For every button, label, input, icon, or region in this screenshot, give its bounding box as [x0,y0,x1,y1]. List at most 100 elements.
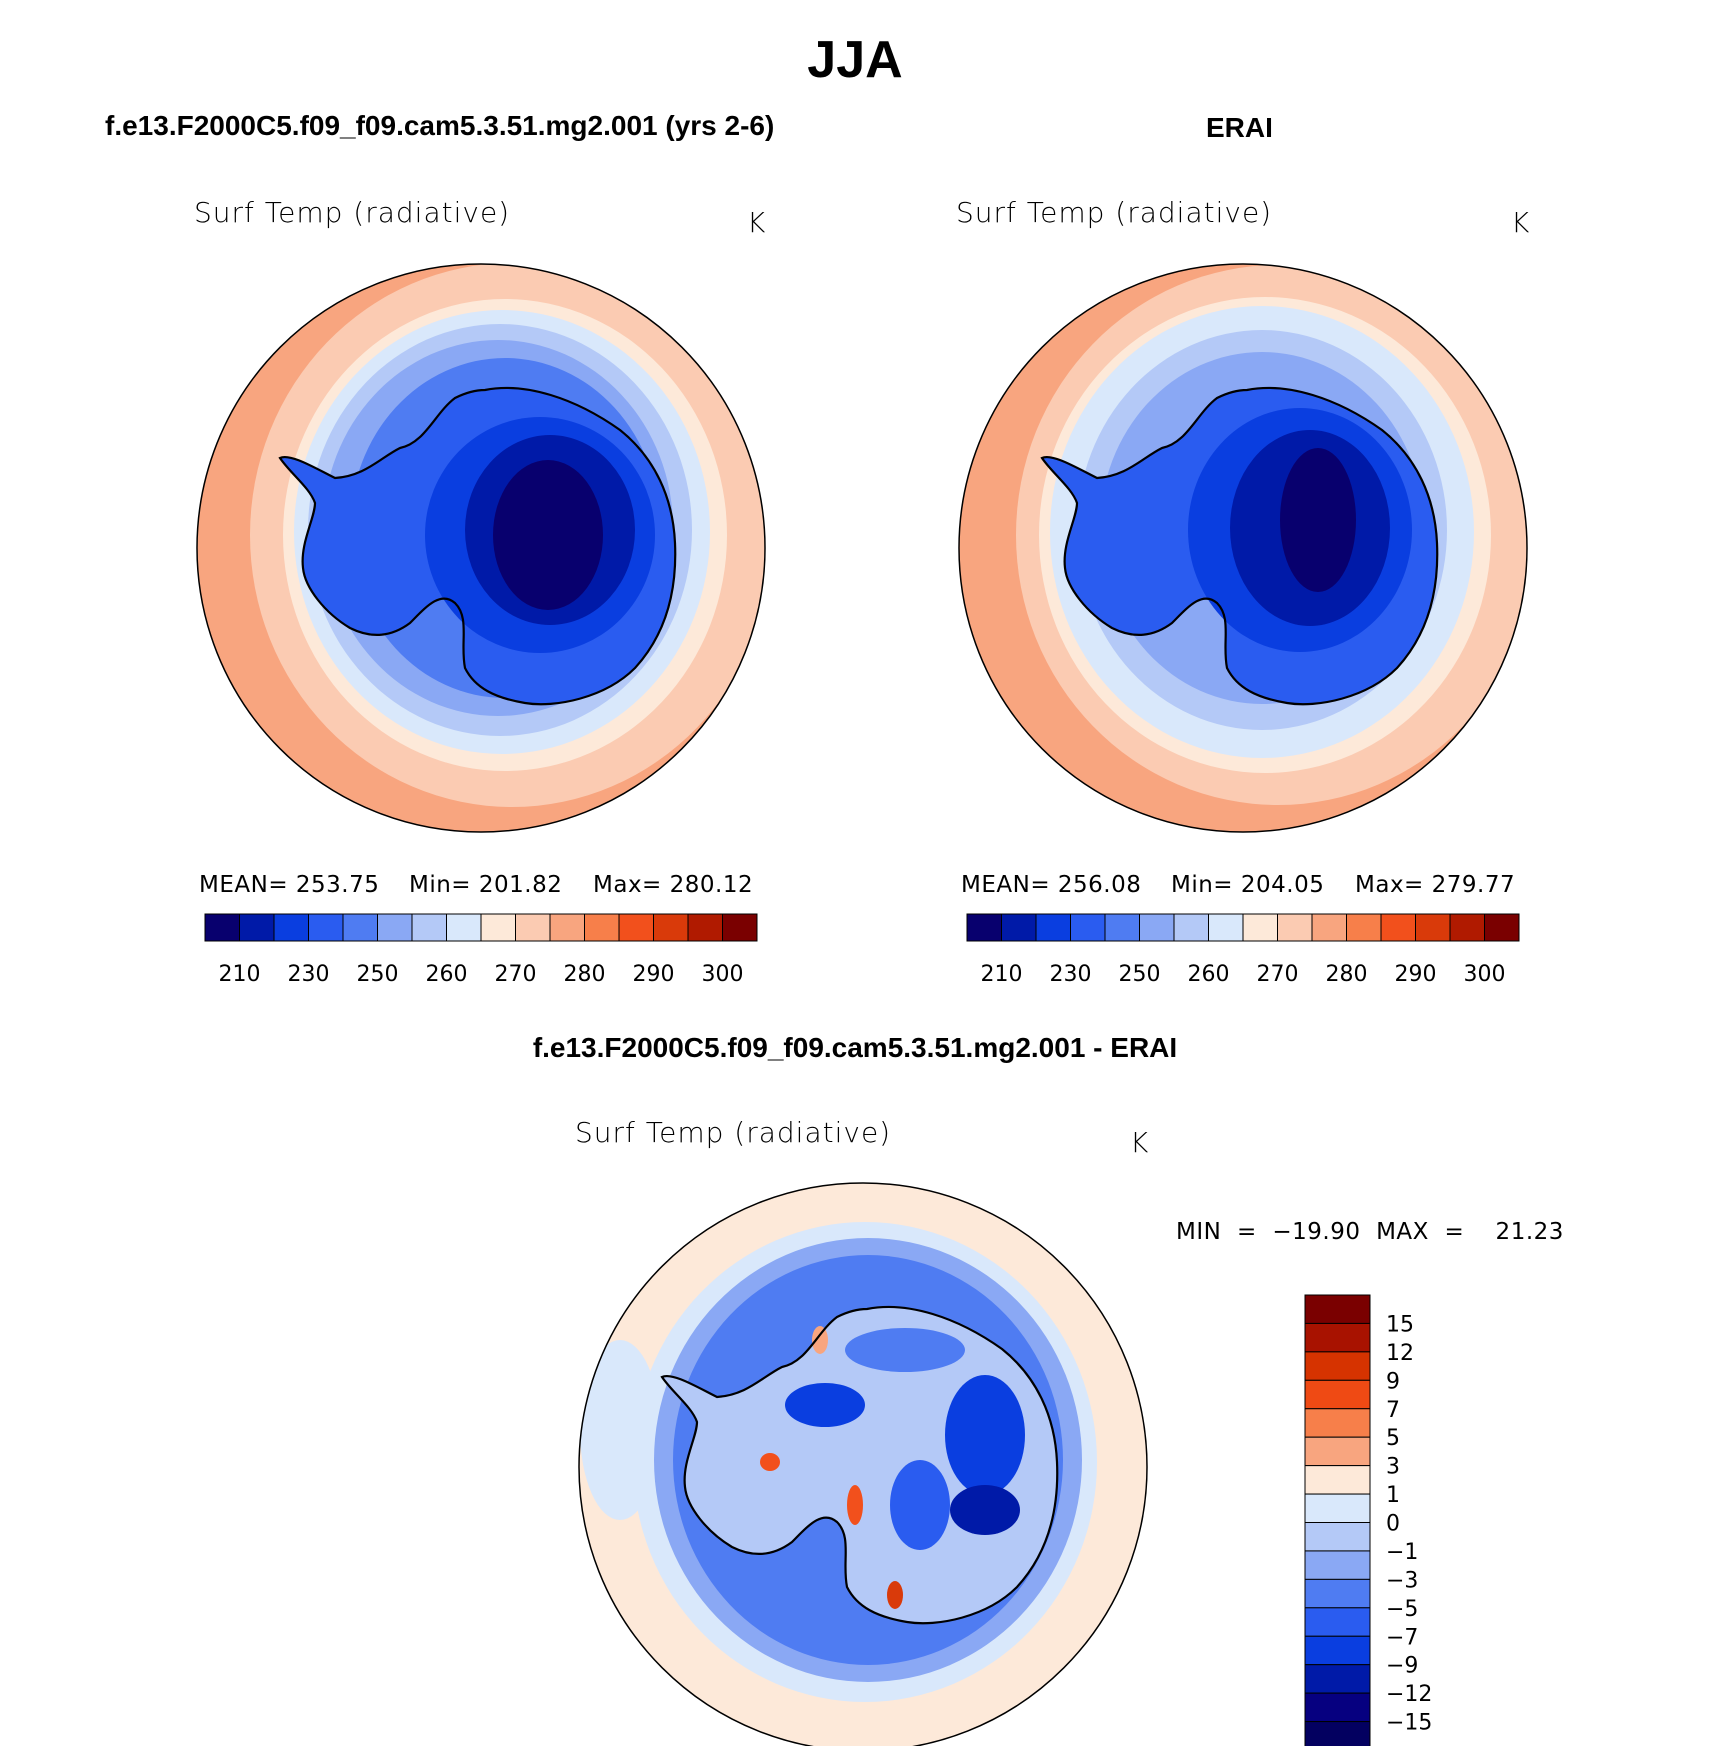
colorbar-tick-label: 280 [1326,962,1368,987]
panel-1-max: Max= 280.12 [593,872,754,898]
colorbar-panel-1: 210 230 250 260 270 280 290 300 [204,913,758,987]
colorbar-tick-label: −12 [1386,1682,1432,1707]
colorbar-tick-label: 3 [1386,1455,1400,1480]
colorbar-swatch [204,913,240,942]
colorbar-tick-label: 230 [1050,962,1092,987]
colorbar-swatch [1035,913,1071,942]
panel-1-min: Min= 201.82 [409,872,563,898]
panel-2-mean: MEAN= 256.08 [961,872,1142,898]
panel-1-mean: MEAN= 253.75 [199,872,380,898]
panel-3-var-label: Surf Temp (radiative) [575,1116,892,1149]
panel-3-units: K [1130,1126,1150,1159]
panel-1-var-label: Surf Temp (radiative) [194,196,511,229]
panel-2-case-title: ERAI [1206,112,1273,143]
colorbar-swatch [446,913,482,942]
colorbar-tick-label: −3 [1386,1568,1418,1593]
colorbar-tick-label: −7 [1386,1625,1418,1650]
colorbar-swatch [342,913,378,942]
colorbar-swatch [308,913,344,942]
colorbar-swatch [549,913,585,942]
colorbar-swatch [1304,1436,1371,1467]
colorbar-swatch [1311,913,1347,942]
colorbar-tick-label: 300 [1464,962,1506,987]
colorbar-swatch [515,913,551,942]
map-panel-3 [579,1183,1147,1746]
colorbar-swatch [1277,913,1313,942]
colorbar-tick-label: 260 [426,962,468,987]
colorbar-swatch [618,913,654,942]
colorbar-diff: 15 12 9 7 5 3 1 0 −1 −3 −5 −7 −9 −12 −15 [1304,1294,1432,1746]
colorbar-tick-label: 290 [1395,962,1437,987]
colorbar-swatch [1304,1578,1371,1609]
colorbar-tick-label: 7 [1386,1398,1400,1423]
colorbar-tick-label: 290 [633,962,675,987]
colorbar-tick-label: −15 [1386,1711,1432,1736]
colorbar-swatch [1304,1322,1371,1353]
colorbar-swatch [1304,1664,1371,1694]
colorbar-swatch [966,913,1002,942]
panel-1-case-title: f.e13.F2000C5.f09_f09.cam5.3.51.mg2.001 … [105,110,775,141]
colorbar-swatch [687,913,723,942]
colorbar-tick-label: 260 [1188,962,1230,987]
colorbar-swatch [1208,913,1244,942]
colorbar-tick-label: 270 [1257,962,1299,987]
colorbar-swatch [1104,913,1140,942]
colorbar-tick-label: −9 [1386,1654,1418,1679]
colorbar-swatch [1346,913,1382,942]
colorbar-tick-label: 250 [357,962,399,987]
map-panel-2 [959,264,1527,832]
colorbar-swatch [1070,913,1106,942]
colorbar-tick-label: 9 [1386,1369,1400,1394]
panel-2-units: K [1511,206,1531,239]
colorbar-tick-label: −1 [1386,1540,1418,1565]
colorbar-swatch [653,913,689,942]
colorbar-tick-label: 15 [1386,1312,1414,1337]
colorbar-swatch [1304,1408,1371,1438]
colorbar-swatch [1304,1379,1371,1410]
colorbar-swatch [1242,913,1278,942]
colorbar-panel-2: 210 230 250 260 270 280 290 300 [966,913,1520,987]
colorbar-tick-label: 5 [1386,1426,1400,1451]
colorbar-tick-label: 300 [702,962,744,987]
colorbar-swatch [1304,1522,1371,1552]
colorbar-swatch [480,913,516,942]
colorbar-swatch [1304,1607,1371,1637]
colorbar-swatch [1304,1351,1371,1381]
colorbar-swatch [1484,913,1520,942]
colorbar-tick-label: 210 [219,962,261,987]
colorbar-swatch [273,913,309,942]
colorbar-swatch [1415,913,1451,942]
colorbar-swatch [1304,1493,1371,1523]
colorbar-tick-label: 1 [1386,1483,1400,1508]
colorbar-tick-label: 230 [288,962,330,987]
panel-3-case-title: f.e13.F2000C5.f09_f09.cam5.3.51.mg2.001 … [532,1032,1178,1063]
colorbar-swatch [411,913,447,942]
colorbar-swatch [1380,913,1416,942]
page-title: JJA [807,31,903,89]
colorbar-swatch [239,913,275,942]
panel-2-min: Min= 204.05 [1171,872,1325,898]
panel-2-max: Max= 279.77 [1355,872,1516,898]
colorbar-tick-label: 280 [564,962,606,987]
colorbar-swatch [1173,913,1209,942]
colorbar-tick-label: 0 [1386,1512,1400,1537]
colorbar-tick-label: 250 [1119,962,1161,987]
panel-2-var-label: Surf Temp (radiative) [956,196,1273,229]
colorbar-swatch [722,913,758,942]
colorbar-swatch [584,913,620,942]
colorbar-swatch [1304,1635,1371,1666]
panel-1-units: K [747,206,767,239]
colorbar-swatch [1139,913,1175,942]
colorbar-swatch [1304,1465,1371,1495]
colorbar-tick-label: −5 [1386,1597,1418,1622]
colorbar-tick-label: 270 [495,962,537,987]
colorbar-swatch [1304,1721,1371,1746]
panel-3-minmax: MIN = −19.90 MAX = 21.23 [1176,1219,1564,1245]
colorbar-swatch [377,913,413,942]
colorbar-swatch [1449,913,1485,942]
colorbar-swatch [1304,1294,1371,1324]
map-panel-1 [197,264,765,832]
colorbar-swatch [1304,1550,1371,1580]
colorbar-tick-label: 12 [1386,1341,1414,1366]
